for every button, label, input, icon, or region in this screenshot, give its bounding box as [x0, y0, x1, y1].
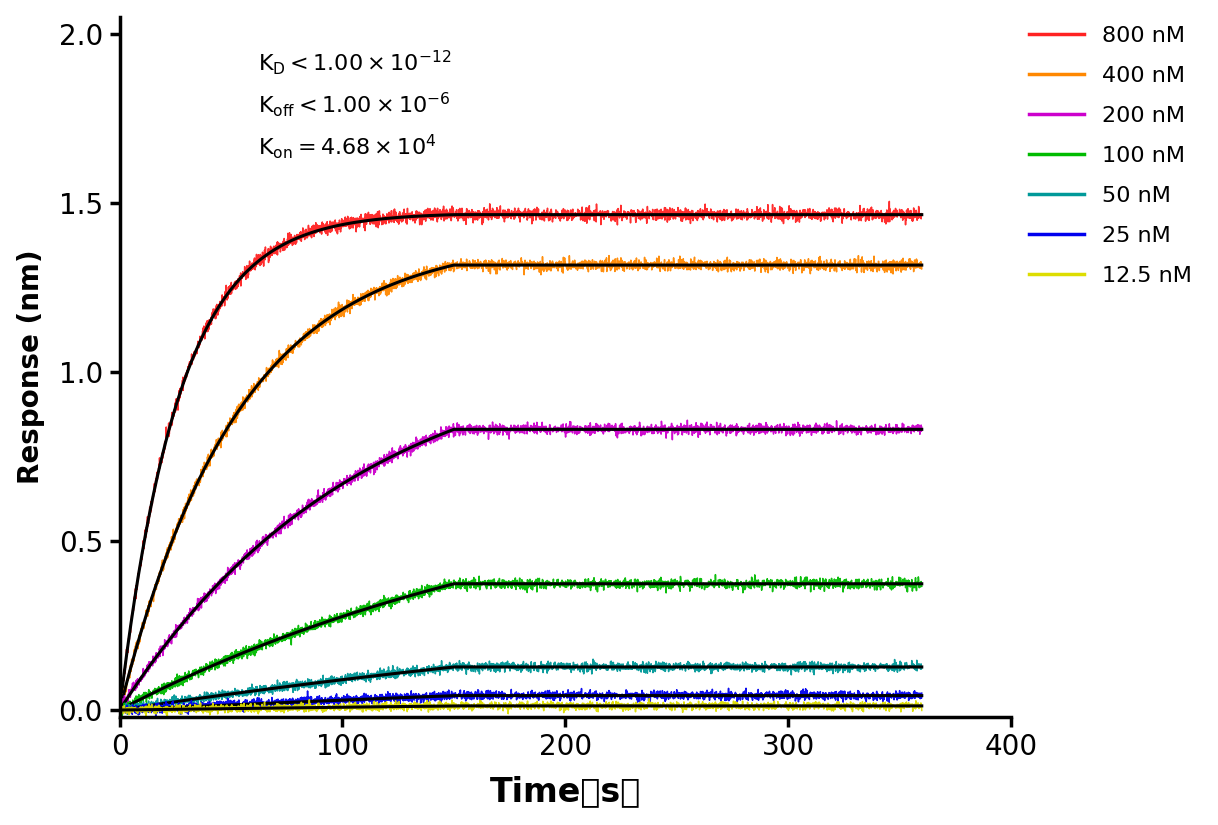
200 nM	[162, 635, 177, 645]
400 nM	[843, 254, 857, 264]
Line: 400 nM: 400 nM	[119, 256, 922, 716]
200 nM	[680, 415, 694, 425]
400 nM	[409, 269, 424, 279]
Y-axis label: Response (nm): Response (nm)	[17, 249, 45, 484]
50 nM	[708, 659, 722, 669]
12.5 nM	[409, 703, 424, 713]
Line: 100 nM: 100 nM	[119, 575, 922, 715]
200 nM	[112, 708, 127, 718]
50 nM	[112, 710, 127, 719]
100 nM	[915, 582, 929, 592]
25 nM	[409, 692, 424, 702]
12.5 nM	[112, 705, 127, 714]
25 nM	[163, 701, 178, 711]
Line: 25 nM: 25 nM	[119, 688, 922, 717]
100 nM	[881, 581, 895, 591]
800 nM	[112, 704, 127, 714]
100 nM	[114, 710, 129, 720]
25 nM	[739, 683, 754, 693]
200 nM	[706, 422, 721, 431]
Line: 200 nM: 200 nM	[119, 420, 922, 713]
800 nM	[163, 421, 178, 431]
Line: 50 nM: 50 nM	[119, 659, 922, 714]
12.5 nM	[163, 706, 178, 716]
800 nM	[706, 207, 721, 217]
400 nM	[915, 264, 929, 274]
800 nM	[365, 214, 380, 224]
25 nM	[915, 688, 929, 698]
25 nM	[112, 705, 127, 715]
200 nM	[879, 425, 894, 435]
400 nM	[112, 711, 127, 721]
200 nM	[843, 426, 857, 436]
400 nM	[602, 251, 616, 261]
Text: $\mathregular{K_{off}}$$<1.00\times10^{-6}$: $\mathregular{K_{off}}$$<1.00\times10^{-…	[258, 90, 451, 119]
400 nM	[162, 545, 177, 555]
25 nM	[149, 712, 163, 722]
800 nM	[882, 196, 896, 206]
X-axis label: Time（s）: Time（s）	[490, 776, 641, 808]
100 nM	[409, 591, 424, 601]
50 nM	[365, 672, 380, 681]
12.5 nM	[915, 705, 929, 715]
100 nM	[706, 582, 721, 592]
12.5 nM	[642, 694, 657, 704]
12.5 nM	[881, 700, 895, 710]
Legend: 800 nM, 400 nM, 200 nM, 100 nM, 50 nM, 25 nM, 12.5 nM: 800 nM, 400 nM, 200 nM, 100 nM, 50 nM, 2…	[1019, 16, 1201, 295]
Line: 12.5 nM: 12.5 nM	[119, 699, 922, 716]
50 nM	[112, 702, 127, 712]
25 nM	[843, 691, 857, 700]
50 nM	[915, 662, 929, 672]
12.5 nM	[708, 702, 722, 712]
400 nM	[879, 267, 894, 277]
50 nM	[409, 668, 424, 678]
25 nM	[365, 699, 380, 709]
Text: $\mathregular{K_{on}}$$=4.68\times10^{4}$: $\mathregular{K_{on}}$$=4.68\times10^{4}…	[258, 132, 436, 161]
800 nM	[843, 210, 857, 220]
200 nM	[915, 422, 929, 432]
400 nM	[706, 262, 721, 272]
100 nM	[112, 703, 127, 713]
100 nM	[163, 681, 178, 691]
400 nM	[364, 285, 379, 295]
50 nM	[881, 663, 895, 673]
800 nM	[112, 704, 127, 714]
200 nM	[409, 432, 424, 442]
800 nM	[915, 210, 929, 220]
100 nM	[843, 577, 857, 587]
12.5 nM	[365, 706, 380, 716]
25 nM	[706, 694, 721, 704]
12.5 nM	[843, 697, 857, 707]
50 nM	[163, 700, 178, 710]
50 nM	[843, 660, 857, 670]
Text: $\mathregular{K_D}$$<1.00\times10^{-12}$: $\mathregular{K_D}$$<1.00\times10^{-12}$	[258, 48, 451, 77]
800 nM	[879, 211, 894, 221]
25 nM	[881, 687, 895, 697]
50 nM	[586, 654, 600, 664]
100 nM	[365, 603, 380, 613]
200 nM	[364, 460, 379, 470]
100 nM	[708, 570, 722, 580]
Line: 800 nM: 800 nM	[119, 201, 922, 709]
12.5 nM	[160, 711, 174, 721]
800 nM	[409, 207, 424, 217]
